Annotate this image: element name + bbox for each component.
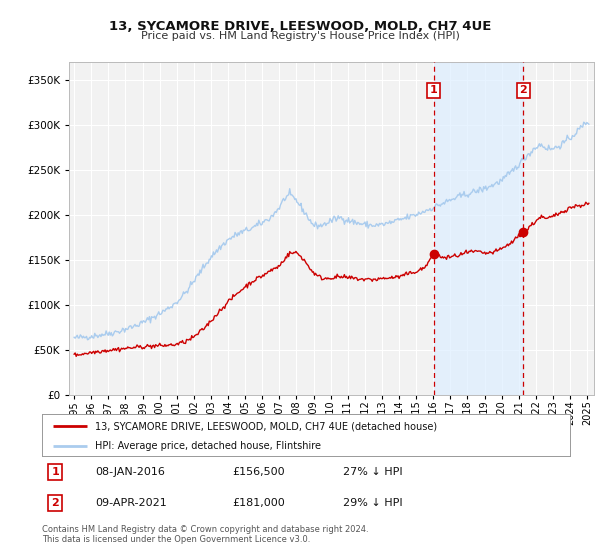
Text: 1: 1 [430, 86, 437, 95]
Text: 13, SYCAMORE DRIVE, LEESWOOD, MOLD, CH7 4UE: 13, SYCAMORE DRIVE, LEESWOOD, MOLD, CH7 … [109, 20, 491, 32]
Text: Contains HM Land Registry data © Crown copyright and database right 2024.: Contains HM Land Registry data © Crown c… [42, 525, 368, 534]
Text: £181,000: £181,000 [232, 498, 285, 508]
Text: This data is licensed under the Open Government Licence v3.0.: This data is licensed under the Open Gov… [42, 535, 310, 544]
Text: 2: 2 [52, 498, 59, 508]
Bar [434, 62, 523, 395]
Text: 2: 2 [520, 86, 527, 95]
Text: 08-JAN-2016: 08-JAN-2016 [95, 467, 164, 477]
Text: 13, SYCAMORE DRIVE, LEESWOOD, MOLD, CH7 4UE (detached house): 13, SYCAMORE DRIVE, LEESWOOD, MOLD, CH7 … [95, 421, 437, 431]
Text: £156,500: £156,500 [232, 467, 285, 477]
Text: Price paid vs. HM Land Registry's House Price Index (HPI): Price paid vs. HM Land Registry's House … [140, 31, 460, 41]
Text: 09-APR-2021: 09-APR-2021 [95, 498, 167, 508]
Text: 29% ↓ HPI: 29% ↓ HPI [343, 498, 403, 508]
Text: 1: 1 [52, 467, 59, 477]
Text: HPI: Average price, detached house, Flintshire: HPI: Average price, detached house, Flin… [95, 441, 321, 451]
Text: 27% ↓ HPI: 27% ↓ HPI [343, 467, 403, 477]
